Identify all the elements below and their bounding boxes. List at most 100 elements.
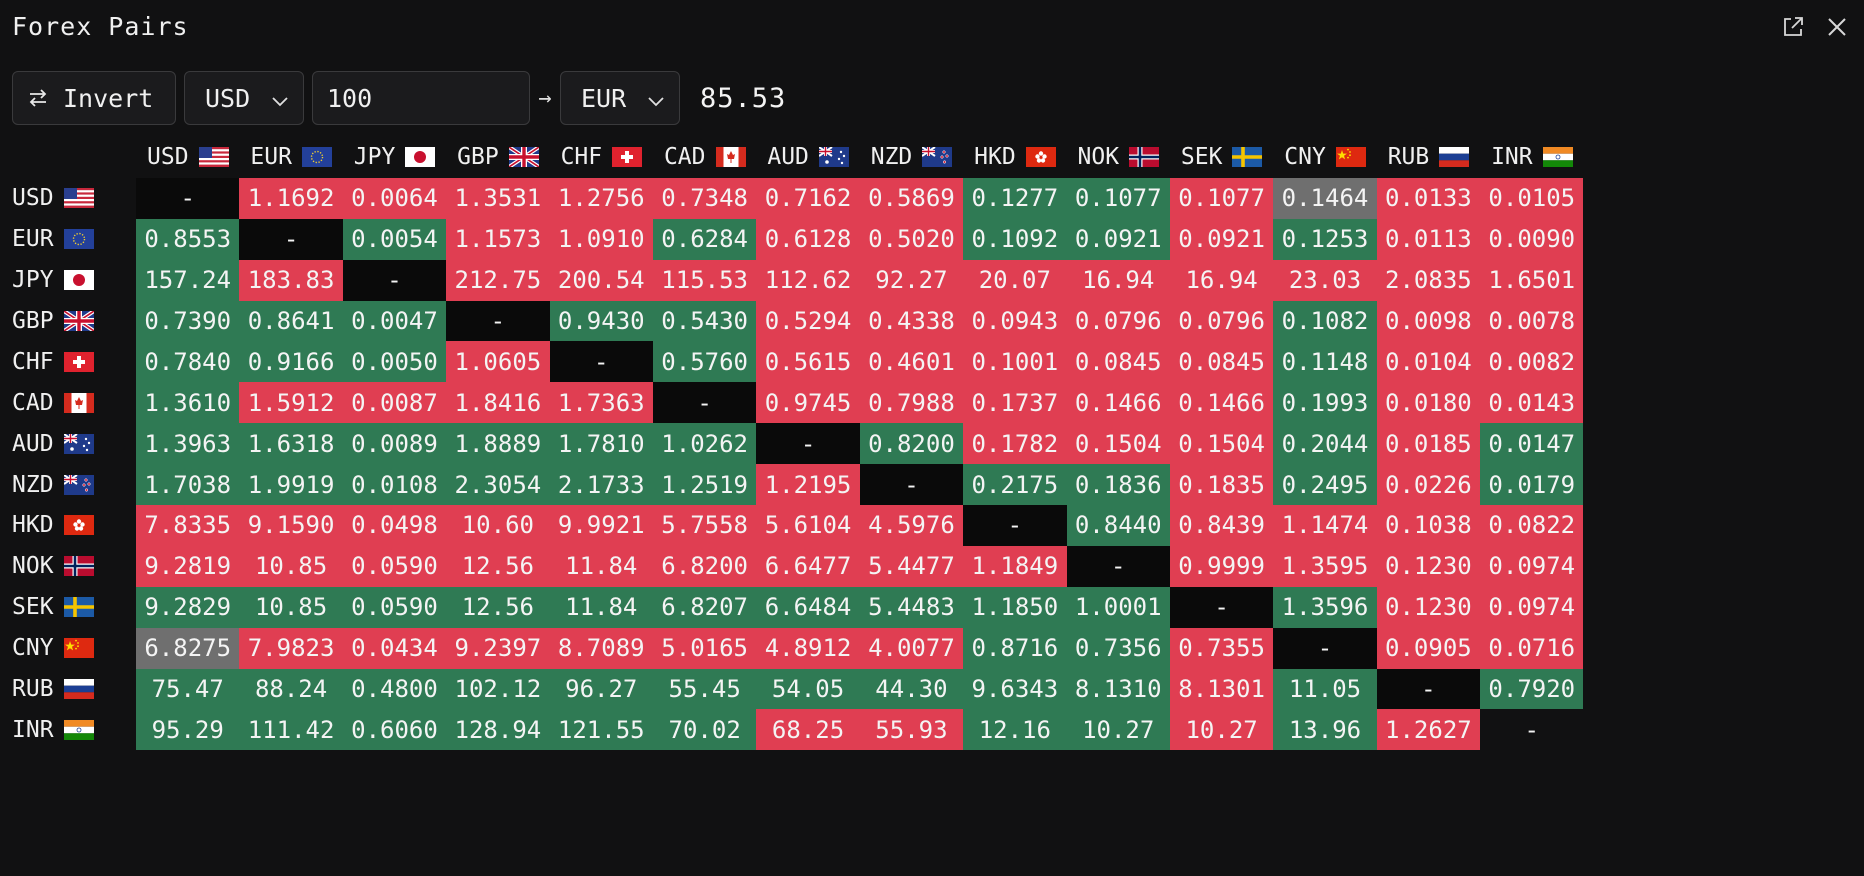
column-header-aud[interactable]: AUD xyxy=(756,137,859,178)
rate-cell-rub-chf[interactable]: 96.27 xyxy=(549,668,653,710)
rate-cell-cny-rub[interactable]: 0.0905 xyxy=(1376,627,1481,669)
rate-cell-sek-aud[interactable]: 6.6484 xyxy=(756,586,860,628)
rate-cell-inr-rub[interactable]: 1.2627 xyxy=(1376,709,1481,751)
rate-cell-aud-chf[interactable]: 1.7810 xyxy=(549,423,653,465)
rate-cell-jpy-gbp[interactable]: 212.75 xyxy=(446,259,550,301)
rate-cell-nok-jpy[interactable]: 0.0590 xyxy=(342,545,447,587)
rate-cell-sek-nzd[interactable]: 5.4483 xyxy=(859,586,964,628)
rate-cell-inr-eur[interactable]: 111.42 xyxy=(239,709,343,751)
row-header-hkd[interactable]: HKD xyxy=(0,505,136,546)
rate-cell-cad-cny[interactable]: 0.1993 xyxy=(1273,382,1377,424)
rate-cell-cad-aud[interactable]: 0.9745 xyxy=(756,382,860,424)
row-header-cad[interactable]: CAD xyxy=(0,382,136,423)
row-header-inr[interactable]: INR xyxy=(0,709,136,750)
rate-cell-aud-nzd[interactable]: 0.8200 xyxy=(859,423,964,465)
rate-cell-aud-sek[interactable]: 0.1504 xyxy=(1169,423,1274,465)
rate-cell-rub-jpy[interactable]: 0.4800 xyxy=(342,668,447,710)
rate-cell-nok-chf[interactable]: 11.84 xyxy=(549,545,653,587)
column-header-sek[interactable]: SEK xyxy=(1170,137,1273,178)
rate-cell-aud-usd[interactable]: 1.3963 xyxy=(136,423,240,465)
rate-cell-gbp-rub[interactable]: 0.0098 xyxy=(1376,300,1481,342)
rate-cell-inr-cny[interactable]: 13.96 xyxy=(1273,709,1377,751)
rate-cell-hkd-jpy[interactable]: 0.0498 xyxy=(342,505,447,546)
rate-cell-eur-aud[interactable]: 0.6128 xyxy=(756,218,860,260)
rate-cell-jpy-hkd[interactable]: 20.07 xyxy=(963,259,1067,301)
rate-cell-jpy-nok[interactable]: 16.94 xyxy=(1066,259,1170,301)
rate-cell-usd-aud[interactable]: 0.7162 xyxy=(756,177,860,219)
rate-cell-usd-nok[interactable]: 0.1077 xyxy=(1066,177,1170,219)
rate-cell-usd-gbp[interactable]: 1.3531 xyxy=(446,177,550,219)
rate-cell-jpy-cad[interactable]: 115.53 xyxy=(652,259,757,301)
row-header-cny[interactable]: CNY xyxy=(0,628,136,669)
rate-cell-inr-aud[interactable]: 68.25 xyxy=(756,709,860,751)
rate-cell-inr-usd[interactable]: 95.29 xyxy=(136,709,240,751)
rate-cell-nok-aud[interactable]: 6.6477 xyxy=(756,545,860,587)
rate-cell-cad-gbp[interactable]: 1.8416 xyxy=(446,382,550,424)
rate-cell-nzd-cny[interactable]: 0.2495 xyxy=(1273,464,1377,506)
rate-cell-cad-jpy[interactable]: 0.0087 xyxy=(342,382,447,424)
rate-cell-rub-eur[interactable]: 88.24 xyxy=(239,668,343,710)
to-currency-select[interactable]: EUR xyxy=(560,71,680,125)
rate-cell-cad-usd[interactable]: 1.3610 xyxy=(136,382,240,424)
column-header-usd[interactable]: USD xyxy=(136,137,239,178)
rate-cell-hkd-usd[interactable]: 7.8335 xyxy=(136,505,240,546)
row-header-jpy[interactable]: JPY xyxy=(0,260,136,301)
rate-cell-sek-usd[interactable]: 9.2829 xyxy=(136,586,240,628)
rate-cell-eur-rub[interactable]: 0.0113 xyxy=(1376,218,1481,260)
rate-cell-chf-hkd[interactable]: 0.1001 xyxy=(963,341,1067,383)
close-icon[interactable] xyxy=(1822,12,1852,42)
rate-cell-chf-nok[interactable]: 0.0845 xyxy=(1066,341,1170,383)
rate-cell-aud-inr[interactable]: 0.0147 xyxy=(1480,423,1584,465)
rate-cell-hkd-cny[interactable]: 1.1474 xyxy=(1273,505,1377,546)
rate-cell-rub-nzd[interactable]: 44.30 xyxy=(859,668,964,710)
rate-cell-sek-rub[interactable]: 0.1230 xyxy=(1376,586,1481,628)
rate-cell-eur-usd[interactable]: 0.8553 xyxy=(136,218,240,260)
rate-cell-hkd-nok[interactable]: 0.8440 xyxy=(1066,505,1170,546)
rate-cell-usd-cny[interactable]: 0.1464 xyxy=(1273,177,1377,219)
rate-cell-sek-eur[interactable]: 10.85 xyxy=(239,586,343,628)
rate-cell-cad-hkd[interactable]: 0.1737 xyxy=(963,382,1067,424)
column-header-hkd[interactable]: HKD xyxy=(963,137,1066,178)
rate-cell-nzd-eur[interactable]: 1.9919 xyxy=(239,464,343,506)
rate-cell-inr-nzd[interactable]: 55.93 xyxy=(859,709,964,751)
external-link-icon[interactable] xyxy=(1778,12,1808,42)
rate-cell-chf-cny[interactable]: 0.1148 xyxy=(1273,341,1377,383)
rate-cell-chf-jpy[interactable]: 0.0050 xyxy=(342,341,447,383)
column-header-nok[interactable]: NOK xyxy=(1067,137,1170,178)
rate-cell-chf-usd[interactable]: 0.7840 xyxy=(136,341,240,383)
rate-cell-cny-hkd[interactable]: 0.8716 xyxy=(963,627,1067,669)
rate-cell-nzd-usd[interactable]: 1.7038 xyxy=(136,464,240,506)
rate-cell-nzd-gbp[interactable]: 2.3054 xyxy=(446,464,550,506)
rate-cell-rub-aud[interactable]: 54.05 xyxy=(756,668,860,710)
rate-cell-cad-inr[interactable]: 0.0143 xyxy=(1480,382,1584,424)
rate-cell-eur-cad[interactable]: 0.6284 xyxy=(652,218,757,260)
rate-cell-aud-nok[interactable]: 0.1504 xyxy=(1066,423,1170,465)
column-header-eur[interactable]: EUR xyxy=(239,137,342,178)
rate-cell-cny-usd[interactable]: 6.8275 xyxy=(136,627,240,669)
rate-cell-usd-sek[interactable]: 0.1077 xyxy=(1169,177,1274,219)
rate-cell-eur-jpy[interactable]: 0.0054 xyxy=(342,218,447,260)
rate-cell-jpy-sek[interactable]: 16.94 xyxy=(1169,259,1274,301)
rate-cell-nzd-rub[interactable]: 0.0226 xyxy=(1376,464,1481,506)
rate-cell-aud-cny[interactable]: 0.2044 xyxy=(1273,423,1377,465)
row-header-nzd[interactable]: NZD xyxy=(0,464,136,505)
rate-cell-usd-chf[interactable]: 1.2756 xyxy=(549,177,653,219)
row-header-gbp[interactable]: GBP xyxy=(0,301,136,342)
rate-cell-chf-sek[interactable]: 0.0845 xyxy=(1169,341,1274,383)
rate-cell-cad-sek[interactable]: 0.1466 xyxy=(1169,382,1274,424)
rate-cell-cad-nok[interactable]: 0.1466 xyxy=(1066,382,1170,424)
rate-cell-cny-eur[interactable]: 7.9823 xyxy=(239,627,343,669)
rate-cell-aud-cad[interactable]: 1.0262 xyxy=(652,423,757,465)
rate-cell-eur-gbp[interactable]: 1.1573 xyxy=(446,218,550,260)
rate-cell-jpy-chf[interactable]: 200.54 xyxy=(549,259,653,301)
rate-cell-usd-eur[interactable]: 1.1692 xyxy=(239,177,343,219)
rate-cell-sek-gbp[interactable]: 12.56 xyxy=(446,586,550,628)
rate-cell-cny-aud[interactable]: 4.8912 xyxy=(756,627,860,669)
rate-cell-usd-jpy[interactable]: 0.0064 xyxy=(342,177,447,219)
rate-cell-nok-cad[interactable]: 6.8200 xyxy=(652,545,757,587)
rate-cell-cny-cad[interactable]: 5.0165 xyxy=(652,627,757,669)
rate-cell-jpy-cny[interactable]: 23.03 xyxy=(1273,259,1377,301)
rate-cell-aud-jpy[interactable]: 0.0089 xyxy=(342,423,447,465)
rate-cell-sek-cad[interactable]: 6.8207 xyxy=(652,586,757,628)
row-header-rub[interactable]: RUB xyxy=(0,669,136,710)
